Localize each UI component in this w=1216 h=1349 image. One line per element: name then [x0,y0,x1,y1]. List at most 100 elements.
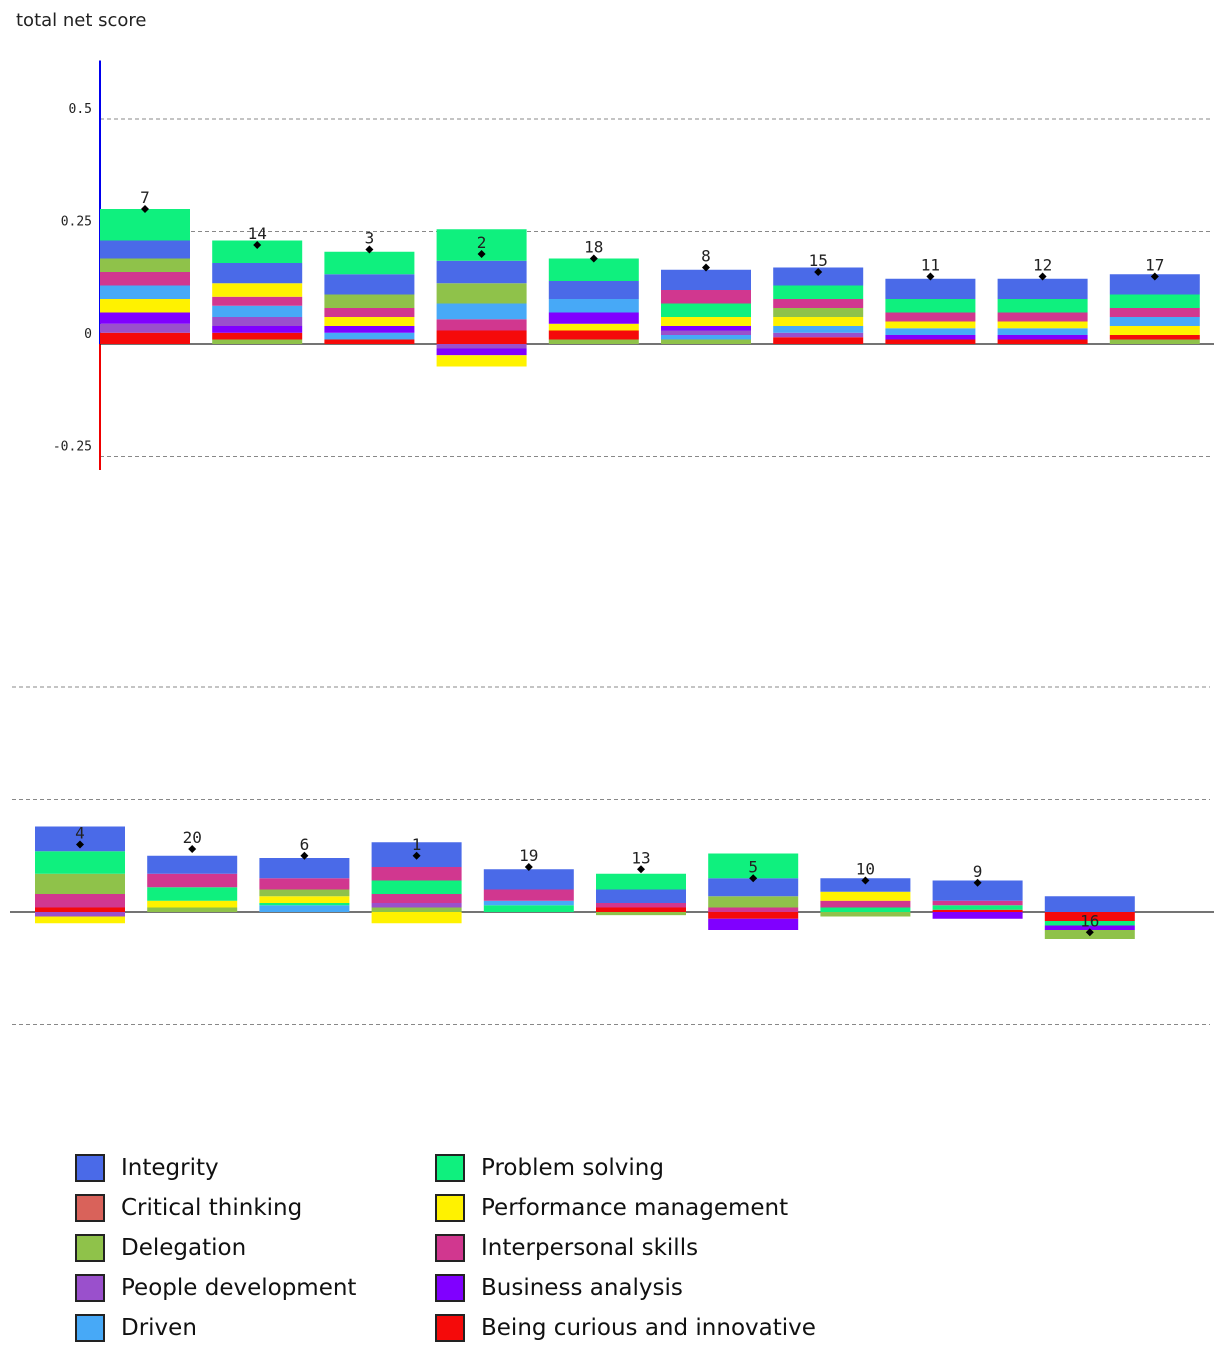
bar-label: 7 [140,188,150,207]
total-marker [749,874,758,883]
bar-segment [596,912,686,916]
total-marker [814,268,823,276]
bar-segment [548,323,639,331]
bar-segment [1109,326,1200,335]
bar-segment [100,312,190,324]
bar-segment [371,907,462,912]
legend-swatch [75,1194,105,1222]
bar-segment [436,330,527,344]
legend-swatch [75,1234,105,1262]
bar-label: 5 [748,857,758,876]
total-marker [1150,272,1159,281]
bar-segment [885,339,976,344]
legend-item: Being curious and innovative [435,1312,816,1344]
bar-segment [885,328,976,335]
bar-segment [596,873,686,890]
axes: -0.25 0 0.25 0.5 [10,60,1214,913]
bar-segment [259,896,350,903]
bar-segment [100,209,190,241]
bar-segment [371,894,462,903]
bar-segment [371,903,462,908]
bar-segment [100,332,190,344]
gridlines [12,118,1210,1025]
bar-segment [661,339,751,344]
bar-segment [212,326,303,333]
bar-segment [773,332,864,338]
bar-segment [1044,896,1135,912]
bar-label: 9 [973,862,983,881]
bar-segment [436,283,527,304]
bar-segment [661,335,751,340]
bar-segment [324,251,415,275]
bar-label: 16 [1080,911,1099,930]
bar-labels: 7 14 3 2 18 8 15 11 12 17 4 20 6 1 19 13 5 10 9 16 [75,188,1164,937]
bar-segment [820,891,911,901]
bar-segment [324,326,415,333]
bar-segment [997,278,1088,299]
bar-label: 17 [1145,256,1164,275]
bar-segment [885,321,976,329]
bar-segment [885,335,976,340]
total-marker [141,205,149,213]
bar-segment [259,905,350,912]
bar-segment [324,294,415,308]
bar-segment [1109,274,1200,295]
legend-label: Business analysis [481,1275,683,1301]
bar-segment [147,873,238,888]
legend-item: Delegation [75,1232,246,1264]
legend-label: Being curious and innovative [481,1315,816,1341]
bar-segment [436,355,527,367]
bar-segment [212,339,303,344]
bar-segment [436,344,527,349]
bar-segment [35,916,125,924]
legend-item: Problem solving [435,1152,664,1184]
bar-label: 13 [631,848,650,867]
chart-title: total net score [16,10,147,31]
legend-swatch [435,1154,465,1182]
bar-label: 2 [477,233,487,252]
total-marker [76,840,84,849]
bar-segment [371,880,462,894]
bar-label: 1 [412,835,422,854]
bar-segment [548,330,639,340]
legend-item: People development [75,1272,356,1304]
bar-label: 10 [856,860,875,879]
y-tick-label: 0.5 [69,102,92,117]
bar-segment [147,855,238,874]
bar-segment [100,258,190,272]
total-marker [188,845,197,853]
bar-segment [483,905,574,912]
bar-segment [932,912,1023,919]
total-marker [861,876,870,885]
bar-segment [1044,912,1135,921]
bar-segment [259,889,350,897]
bar-segment [708,918,799,930]
bar-segment [708,912,799,919]
legend-label: People development [121,1275,357,1301]
bar-label: 12 [1033,256,1052,275]
legend-label: Performance management [481,1195,789,1221]
bar-segment [548,281,639,299]
legend-label: Critical thinking [121,1195,303,1221]
bar-segment [548,258,639,281]
bar-segment [147,907,238,912]
bar-segment [147,887,238,901]
bar-segment [212,317,303,326]
bar-label: 3 [365,229,375,248]
total-marker [300,851,309,860]
bar-segment [35,894,125,908]
bar-segment [483,869,574,890]
y-tick-label: 0 [84,327,92,342]
bar-segment [773,337,864,344]
legend-swatch [435,1234,465,1262]
legend-swatch [435,1194,465,1222]
bar-segment [259,878,350,890]
y-tick-label: -0.25 [53,440,92,455]
bar-segment [100,240,190,259]
total-marker [589,254,598,263]
bar-segment [708,878,799,897]
bar-segment [483,889,574,901]
bar-segment [1109,308,1200,317]
legend-item: Performance management [435,1192,788,1224]
bar-segment [708,896,799,908]
